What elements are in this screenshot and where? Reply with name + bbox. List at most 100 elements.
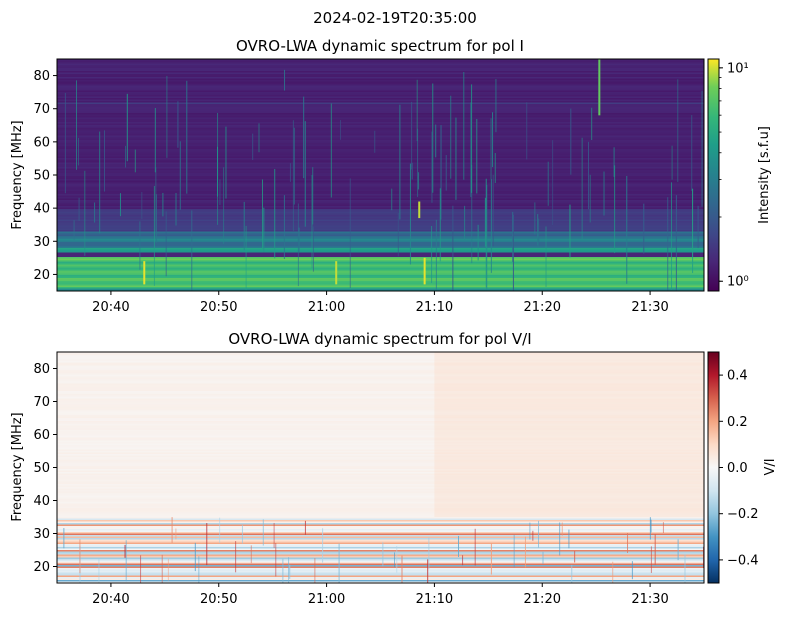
spectrum-row xyxy=(57,503,704,506)
burst-streak xyxy=(304,520,306,535)
burst-streak xyxy=(524,536,526,568)
y-tick-label: 50 xyxy=(33,169,50,184)
burst-streak xyxy=(455,117,457,200)
spectrum-row xyxy=(57,476,704,479)
burst-streak xyxy=(542,551,544,564)
spectrum-row xyxy=(57,355,704,357)
spectrum-row xyxy=(57,84,704,87)
spectrum-row xyxy=(57,407,704,410)
spectrum-row xyxy=(57,206,704,208)
bright-burst xyxy=(598,59,601,116)
burst-streak xyxy=(394,552,396,568)
burst-streak xyxy=(125,540,127,582)
spectrum-row xyxy=(57,183,704,186)
spectrum-row xyxy=(57,502,704,504)
spectrum-row xyxy=(57,524,704,527)
spectrum-row xyxy=(57,452,704,455)
spectrum-row xyxy=(57,485,704,488)
spectrum-row xyxy=(57,170,704,172)
y-tick-label: 20 xyxy=(33,560,50,575)
spectrum-row xyxy=(57,578,704,581)
spectrum-row xyxy=(57,506,704,509)
spectrum-row xyxy=(57,515,704,518)
spectrum-row xyxy=(57,413,704,416)
spectrum-row xyxy=(57,490,704,492)
spectrum-row xyxy=(57,197,704,199)
spectrum-row xyxy=(57,551,704,554)
y-tick-label: 80 xyxy=(33,362,50,377)
burst-streak xyxy=(273,522,275,548)
spectrum-row xyxy=(57,99,704,102)
spectrum-row xyxy=(57,219,704,222)
spectrum-row xyxy=(57,204,704,207)
spectrum-row xyxy=(57,518,704,521)
y-axis: 20 30 40 50 60 70 80 xyxy=(33,362,57,575)
spectrum-row xyxy=(57,563,704,566)
y-tick-label: 80 xyxy=(33,69,50,84)
spectrum-row xyxy=(57,74,704,76)
spectrum-row xyxy=(57,65,704,67)
x-tick-label: 21:20 xyxy=(524,592,561,607)
burst-streak xyxy=(312,226,314,272)
spectrum-row xyxy=(57,200,704,202)
burst-streak xyxy=(289,163,291,182)
burst-streak xyxy=(397,212,399,257)
spectrum-row xyxy=(57,141,704,144)
spectrum-row xyxy=(57,542,704,545)
spectrum-row xyxy=(57,568,704,570)
spectrum-row xyxy=(57,72,704,75)
burst-streak xyxy=(165,211,167,277)
burst-streak xyxy=(537,214,539,246)
spectrum-row xyxy=(57,497,704,500)
spectrum-row xyxy=(57,255,704,258)
spectrum-row xyxy=(57,110,704,112)
burst-streak xyxy=(75,80,77,170)
bright-burst xyxy=(143,261,146,285)
burst-streak xyxy=(614,165,616,254)
burst-streak xyxy=(252,133,254,160)
burst-streak xyxy=(289,564,291,579)
spectrum-row xyxy=(57,161,704,163)
spectrum-row xyxy=(57,246,704,249)
colorbar-label: Intensity [s.f.u] xyxy=(757,126,772,224)
y-tick-label: 70 xyxy=(33,395,50,410)
spectrum-row xyxy=(57,530,704,533)
x-tick-label: 21:00 xyxy=(308,300,345,315)
burst-streak xyxy=(464,205,466,240)
burst-streak xyxy=(534,202,536,235)
spectrum-row xyxy=(57,527,704,530)
spectrum-row xyxy=(57,225,704,228)
polarization-haze xyxy=(434,352,704,517)
x-tick-label: 21:20 xyxy=(524,300,561,315)
burst-streak xyxy=(416,79,418,142)
burst-streak xyxy=(654,534,656,566)
burst-streak xyxy=(526,102,528,160)
spectrum-row xyxy=(57,194,704,196)
spectrum-row xyxy=(57,428,704,431)
spectrum-row xyxy=(57,455,704,458)
spectrum-row xyxy=(57,500,704,503)
spectrum-row xyxy=(57,162,704,165)
x-tick-label: 21:30 xyxy=(631,592,668,607)
spectrum-row xyxy=(57,168,704,171)
spectrum-row xyxy=(57,526,704,528)
y-tick-label: 30 xyxy=(33,527,50,542)
burst-streak xyxy=(78,197,80,222)
burst-streak xyxy=(559,522,561,556)
spectrum-row xyxy=(57,243,704,246)
spectrum-row xyxy=(57,493,704,495)
spectrum-row xyxy=(57,116,704,118)
burst-streak xyxy=(409,163,411,265)
colorbar-tick-label: −0.2 xyxy=(727,507,759,522)
burst-streak xyxy=(124,145,126,168)
burst-streak xyxy=(338,543,340,583)
spectrum-row xyxy=(57,213,704,216)
spectrum-row xyxy=(57,352,704,354)
bright-burst xyxy=(418,201,421,219)
spectrum-row xyxy=(57,95,704,97)
burst-streak xyxy=(671,145,673,180)
spectrum-row xyxy=(57,440,704,443)
burst-streak xyxy=(126,93,128,162)
spectrum-row xyxy=(57,547,704,549)
